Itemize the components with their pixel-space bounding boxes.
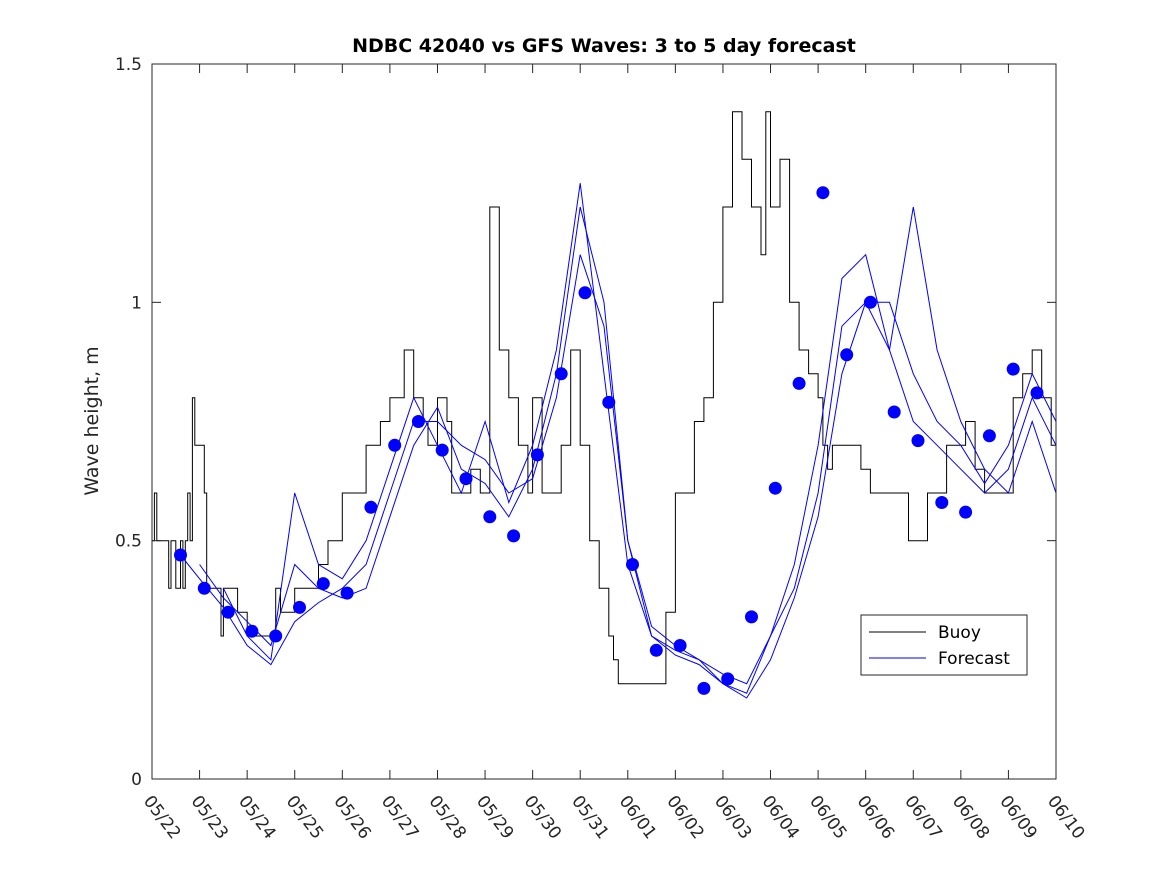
forecast-marker	[649, 643, 663, 657]
chart-title: NDBC 42040 vs GFS Waves: 3 to 5 day fore…	[352, 35, 856, 57]
forecast-marker	[578, 286, 592, 300]
forecast-marker	[530, 448, 544, 462]
forecast-marker	[411, 415, 425, 428]
forecast-marker	[935, 496, 949, 509]
forecast-marker	[673, 639, 687, 652]
legend-box	[860, 614, 1028, 676]
forecast-marker	[911, 434, 925, 448]
buoy-line	[152, 111, 1056, 685]
y-tick-label: 0.5	[115, 532, 142, 552]
y-tick-label: 1.5	[115, 55, 142, 75]
forecast-line-3	[222, 183, 1057, 685]
y-tick-label: 0	[131, 770, 142, 790]
forecast-marker	[364, 500, 378, 514]
y-tick-label: 1	[131, 293, 142, 313]
forecast-marker	[221, 605, 235, 619]
forecast-marker	[554, 367, 568, 381]
legend-buoy-label: Buoy	[938, 623, 981, 643]
y-axis-title: Wave height, m	[81, 346, 103, 495]
forecast-marker	[197, 581, 211, 595]
forecast-line-2	[199, 206, 1057, 699]
forecast-marker	[626, 558, 639, 571]
forecast-marker	[887, 405, 901, 419]
forecast-marker	[840, 348, 854, 362]
forecast-marker	[721, 672, 735, 686]
legend-forecast-label: Forecast	[938, 649, 1010, 669]
legend: Buoy Forecast	[860, 614, 1028, 676]
forecast-marker	[507, 529, 521, 543]
forecast-marker	[269, 629, 283, 643]
forecast-marker	[768, 481, 782, 495]
forecast-marker	[316, 577, 330, 591]
forecast-line-1	[180, 253, 1057, 694]
forecast-marker	[697, 681, 711, 695]
forecast-marker	[174, 548, 187, 562]
forecast-marker	[245, 624, 259, 638]
forecast-marker	[1030, 386, 1044, 400]
forecast-marker	[1006, 362, 1020, 376]
forecast-marker	[816, 186, 830, 200]
forecast-marker	[982, 429, 996, 443]
forecast-marker	[483, 510, 497, 524]
plot-frame	[151, 63, 1057, 780]
forecast-marker	[293, 600, 306, 614]
forecast-marker	[435, 443, 449, 457]
forecast-marker	[959, 505, 973, 519]
forecast-marker	[340, 586, 354, 600]
forecast-marker	[388, 438, 402, 452]
marker-layer	[174, 186, 1044, 695]
forecast-marker	[602, 395, 616, 409]
forecast-marker	[863, 295, 877, 309]
series-layer	[152, 111, 1057, 699]
forecast-marker	[459, 472, 473, 486]
forecast-marker	[745, 610, 758, 624]
forecast-marker	[792, 376, 806, 390]
